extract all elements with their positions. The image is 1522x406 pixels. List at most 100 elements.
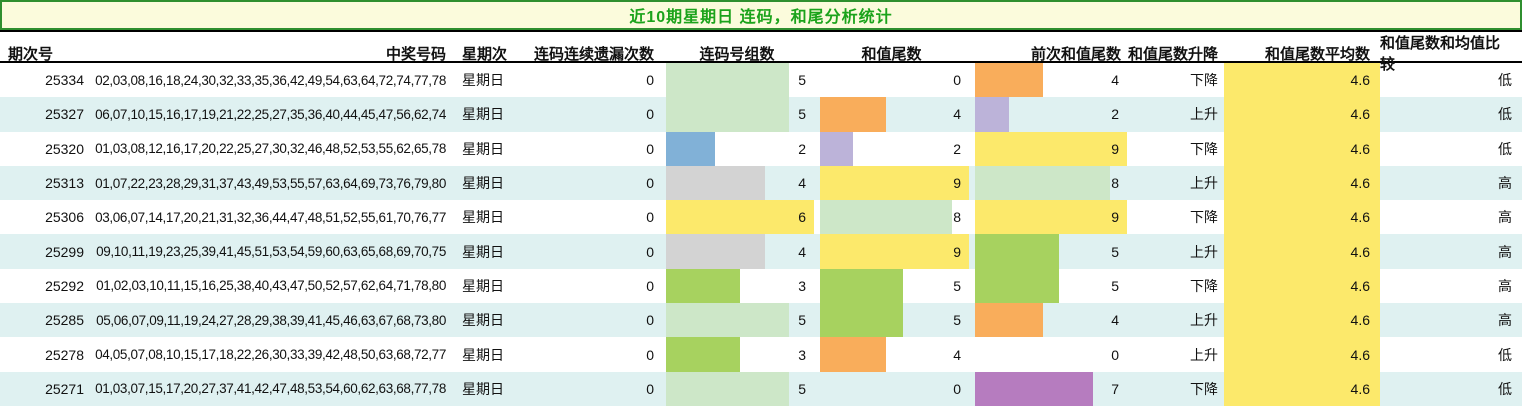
groups-bar [666, 131, 716, 166]
miss-cell: 0 [646, 277, 654, 294]
prev-value: 2 [1111, 106, 1119, 123]
weekday-cell: 星期日 [462, 72, 504, 89]
tail-barcell: 5 [814, 268, 969, 304]
groups-bar [666, 97, 790, 132]
avg-cell: 4.6 [1224, 63, 1380, 98]
miss-cell: 0 [646, 380, 654, 397]
tail-barcell: 0 [814, 372, 969, 406]
avg-cell: 4.6 [1224, 268, 1380, 304]
groups-value: 5 [798, 380, 806, 397]
period-cell: 25271 [45, 380, 84, 397]
groups-value: 3 [798, 346, 806, 363]
compare-cell: 低 [1498, 72, 1512, 89]
weekday-cell: 星期日 [462, 312, 504, 329]
prev-bar [975, 303, 1043, 338]
groups-value: 4 [798, 175, 806, 192]
page-title: 近10期星期日 连码，和尾分析统计 [629, 9, 893, 26]
compare-cell: 高 [1498, 209, 1512, 226]
tail-bar [820, 97, 887, 132]
prev-bar [975, 268, 1060, 304]
numbers-cell: 01,07,22,23,28,29,31,37,43,49,53,55,57,6… [95, 175, 446, 191]
groups-barcell: 4 [660, 165, 814, 201]
groups-barcell: 2 [660, 131, 814, 166]
table-row: 25313 01,07,22,23,28,29,31,37,43,49,53,5… [0, 165, 1522, 201]
numbers-cell: 06,07,10,15,16,17,19,21,22,25,27,35,36,4… [95, 106, 446, 122]
groups-bar [666, 268, 740, 304]
avg-cell: 4.6 [1224, 234, 1380, 269]
period-cell: 25292 [45, 277, 84, 294]
period-cell: 25327 [45, 106, 84, 123]
groups-bar [666, 63, 790, 98]
header-numbers: 中奖号码 [385, 45, 446, 63]
table-row: 25327 06,07,10,15,16,17,19,21,22,25,27,3… [0, 97, 1522, 132]
prev-value: 5 [1111, 277, 1119, 294]
weekday-cell: 星期日 [462, 346, 504, 363]
tail-barcell: 0 [814, 63, 969, 97]
trend-cell: 下降 [1190, 277, 1218, 294]
period-cell: 25320 [45, 140, 84, 157]
compare-cell: 低 [1498, 346, 1512, 363]
period-cell: 25285 [45, 312, 84, 329]
tail-value: 4 [953, 346, 961, 363]
groups-value: 6 [798, 209, 806, 226]
prev-value: 8 [1111, 175, 1119, 192]
prev-bar [975, 371, 1094, 406]
table-row: 25320 01,03,08,12,16,17,20,22,25,27,30,3… [0, 131, 1522, 166]
trend-cell: 下降 [1190, 209, 1218, 226]
tail-bar [820, 200, 953, 235]
prev-value: 4 [1111, 312, 1119, 329]
table-row: 25334 02,03,08,16,18,24,30,32,33,35,36,4… [0, 63, 1522, 98]
prev-bar [975, 200, 1127, 235]
numbers-cell: 04,05,07,08,10,15,17,18,22,26,30,33,39,4… [95, 347, 446, 363]
groups-value: 5 [798, 106, 806, 123]
groups-barcell: 5 [660, 63, 814, 98]
weekday-cell: 星期日 [462, 243, 504, 260]
tail-barcell: 9 [814, 165, 969, 201]
tail-barcell: 2 [814, 131, 969, 166]
prev-barcell: 8 [969, 165, 1127, 201]
header-period: 期次号 [8, 45, 54, 63]
groups-value: 5 [798, 72, 806, 89]
prev-barcell: 4 [969, 303, 1127, 338]
prev-barcell: 2 [969, 97, 1127, 132]
avg-cell: 4.6 [1224, 303, 1380, 338]
groups-bar [666, 371, 790, 406]
tail-bar [820, 234, 969, 269]
groups-bar [666, 337, 740, 372]
prev-barcell: 4 [969, 63, 1127, 98]
prev-barcell: 0 [969, 337, 1127, 371]
tail-bar [820, 165, 969, 201]
compare-cell: 高 [1498, 277, 1512, 294]
avg-cell: 4.6 [1224, 165, 1380, 201]
period-cell: 25299 [45, 243, 84, 260]
header-weekday: 星期次 [462, 45, 508, 63]
groups-bar [666, 165, 765, 201]
table-row: 25306 03,06,07,14,17,20,21,31,32,36,44,4… [0, 200, 1522, 235]
miss-cell: 0 [646, 72, 654, 89]
groups-barcell: 5 [660, 371, 814, 406]
numbers-cell: 01,03,07,15,17,20,27,37,41,42,47,48,53,5… [95, 381, 446, 397]
compare-cell: 低 [1498, 140, 1512, 157]
tail-value: 5 [953, 277, 961, 294]
prev-bar [975, 131, 1127, 166]
compare-cell: 低 [1498, 106, 1512, 123]
period-cell: 25306 [45, 209, 84, 226]
groups-value: 5 [798, 312, 806, 329]
trend-cell: 下降 [1190, 140, 1218, 157]
period-cell: 25278 [45, 346, 84, 363]
tail-value: 4 [953, 106, 961, 123]
compare-cell: 高 [1498, 175, 1512, 192]
table-row: 25285 05,06,07,09,11,19,24,27,28,29,38,3… [0, 303, 1522, 338]
avg-cell: 4.6 [1224, 97, 1380, 132]
period-cell: 25334 [45, 72, 84, 89]
groups-barcell: 5 [660, 303, 814, 338]
prev-barcell: 9 [969, 131, 1127, 166]
numbers-cell: 01,03,08,12,16,17,20,22,25,27,30,32,46,4… [95, 141, 446, 157]
numbers-cell: 01,02,03,10,11,15,16,25,38,40,43,47,50,5… [96, 278, 446, 294]
prev-value: 5 [1111, 243, 1119, 260]
trend-cell: 下降 [1190, 380, 1218, 397]
miss-cell: 0 [646, 106, 654, 123]
title-bar: 近10期星期日 连码，和尾分析统计 [0, 0, 1522, 30]
prev-value: 4 [1111, 72, 1119, 89]
miss-cell: 0 [646, 243, 654, 260]
